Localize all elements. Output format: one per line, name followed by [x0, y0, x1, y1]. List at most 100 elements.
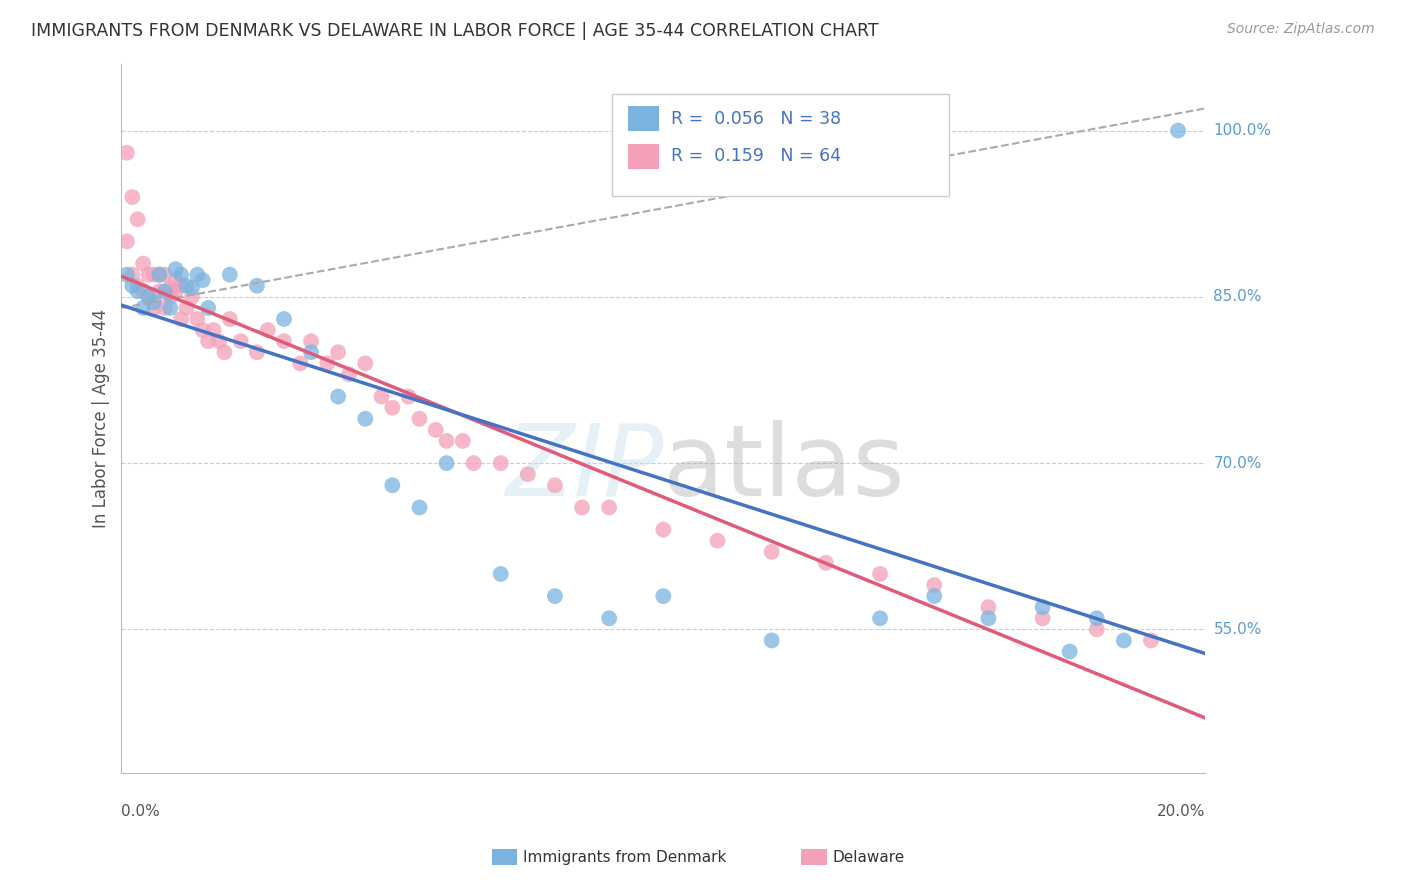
Point: [922, 589, 945, 603]
Point: [115, 268, 138, 282]
Point: [425, 423, 447, 437]
Point: [977, 611, 1000, 625]
Point: [1112, 633, 1135, 648]
Point: [121, 278, 143, 293]
Point: [436, 456, 458, 470]
Point: [191, 323, 214, 337]
Point: [159, 281, 181, 295]
Point: [127, 212, 149, 227]
Text: Source: ZipAtlas.com: Source: ZipAtlas.com: [1227, 22, 1375, 37]
Text: 70.0%: 70.0%: [1213, 456, 1261, 471]
Point: [408, 411, 430, 425]
Point: [1085, 611, 1108, 625]
Point: [869, 611, 891, 625]
Point: [814, 556, 837, 570]
Text: atlas: atlas: [664, 420, 905, 517]
Point: [176, 278, 198, 293]
Point: [761, 633, 783, 648]
Point: [977, 600, 1000, 615]
Point: [706, 533, 728, 548]
Point: [197, 334, 219, 348]
Text: 20.0%: 20.0%: [1157, 804, 1205, 819]
Point: [370, 390, 392, 404]
Point: [176, 301, 198, 315]
Text: ZIP: ZIP: [505, 420, 664, 517]
Point: [214, 345, 236, 359]
Point: [153, 268, 176, 282]
Point: [121, 190, 143, 204]
Point: [218, 312, 240, 326]
Point: [159, 301, 181, 315]
Point: [489, 566, 512, 581]
Point: [138, 290, 160, 304]
Point: [165, 285, 187, 299]
Point: [290, 356, 312, 370]
Point: [328, 345, 350, 359]
Text: R =  0.159   N = 64: R = 0.159 N = 64: [671, 147, 841, 165]
Point: [127, 278, 149, 293]
Point: [142, 268, 165, 282]
Point: [165, 273, 187, 287]
Point: [186, 268, 208, 282]
Point: [299, 345, 322, 359]
Point: [354, 356, 377, 370]
Point: [273, 312, 295, 326]
Point: [463, 456, 485, 470]
Text: 55.0%: 55.0%: [1213, 622, 1261, 637]
Text: 100.0%: 100.0%: [1213, 123, 1271, 138]
Point: [159, 290, 181, 304]
Point: [115, 145, 138, 160]
Point: [436, 434, 458, 448]
Point: [256, 323, 278, 337]
Point: [138, 268, 160, 282]
Y-axis label: In Labor Force | Age 35-44: In Labor Force | Age 35-44: [93, 310, 110, 528]
Point: [544, 589, 567, 603]
Point: [354, 411, 377, 425]
Point: [121, 268, 143, 282]
Point: [142, 301, 165, 315]
Point: [132, 285, 155, 299]
Point: [922, 578, 945, 592]
Point: [229, 334, 252, 348]
Point: [299, 334, 322, 348]
Point: [170, 268, 193, 282]
Point: [598, 500, 620, 515]
Point: [148, 268, 170, 282]
Point: [180, 290, 202, 304]
Point: [138, 290, 160, 304]
Point: [186, 312, 208, 326]
Point: [246, 345, 269, 359]
Point: [381, 401, 404, 415]
Point: [132, 256, 155, 270]
Point: [1059, 644, 1081, 658]
Point: [761, 545, 783, 559]
Text: IMMIGRANTS FROM DENMARK VS DELAWARE IN LABOR FORCE | AGE 35-44 CORRELATION CHART: IMMIGRANTS FROM DENMARK VS DELAWARE IN L…: [31, 22, 879, 40]
Point: [142, 295, 165, 310]
Point: [148, 285, 170, 299]
Point: [273, 334, 295, 348]
Point: [218, 268, 240, 282]
Point: [381, 478, 404, 492]
Point: [202, 323, 225, 337]
Text: Immigrants from Denmark: Immigrants from Denmark: [523, 850, 727, 864]
Point: [132, 301, 155, 315]
Point: [571, 500, 593, 515]
Text: 85.0%: 85.0%: [1213, 289, 1261, 304]
Point: [489, 456, 512, 470]
Point: [1140, 633, 1163, 648]
Text: 0.0%: 0.0%: [121, 804, 160, 819]
Point: [180, 281, 202, 295]
Point: [652, 523, 675, 537]
Point: [598, 611, 620, 625]
Point: [170, 312, 193, 326]
Point: [148, 268, 170, 282]
Point: [316, 356, 339, 370]
Point: [652, 589, 675, 603]
Point: [127, 285, 149, 299]
Point: [191, 273, 214, 287]
Point: [544, 478, 567, 492]
Text: Delaware: Delaware: [832, 850, 904, 864]
Text: R =  0.056   N = 38: R = 0.056 N = 38: [671, 110, 841, 128]
Point: [337, 368, 360, 382]
Point: [1032, 611, 1054, 625]
